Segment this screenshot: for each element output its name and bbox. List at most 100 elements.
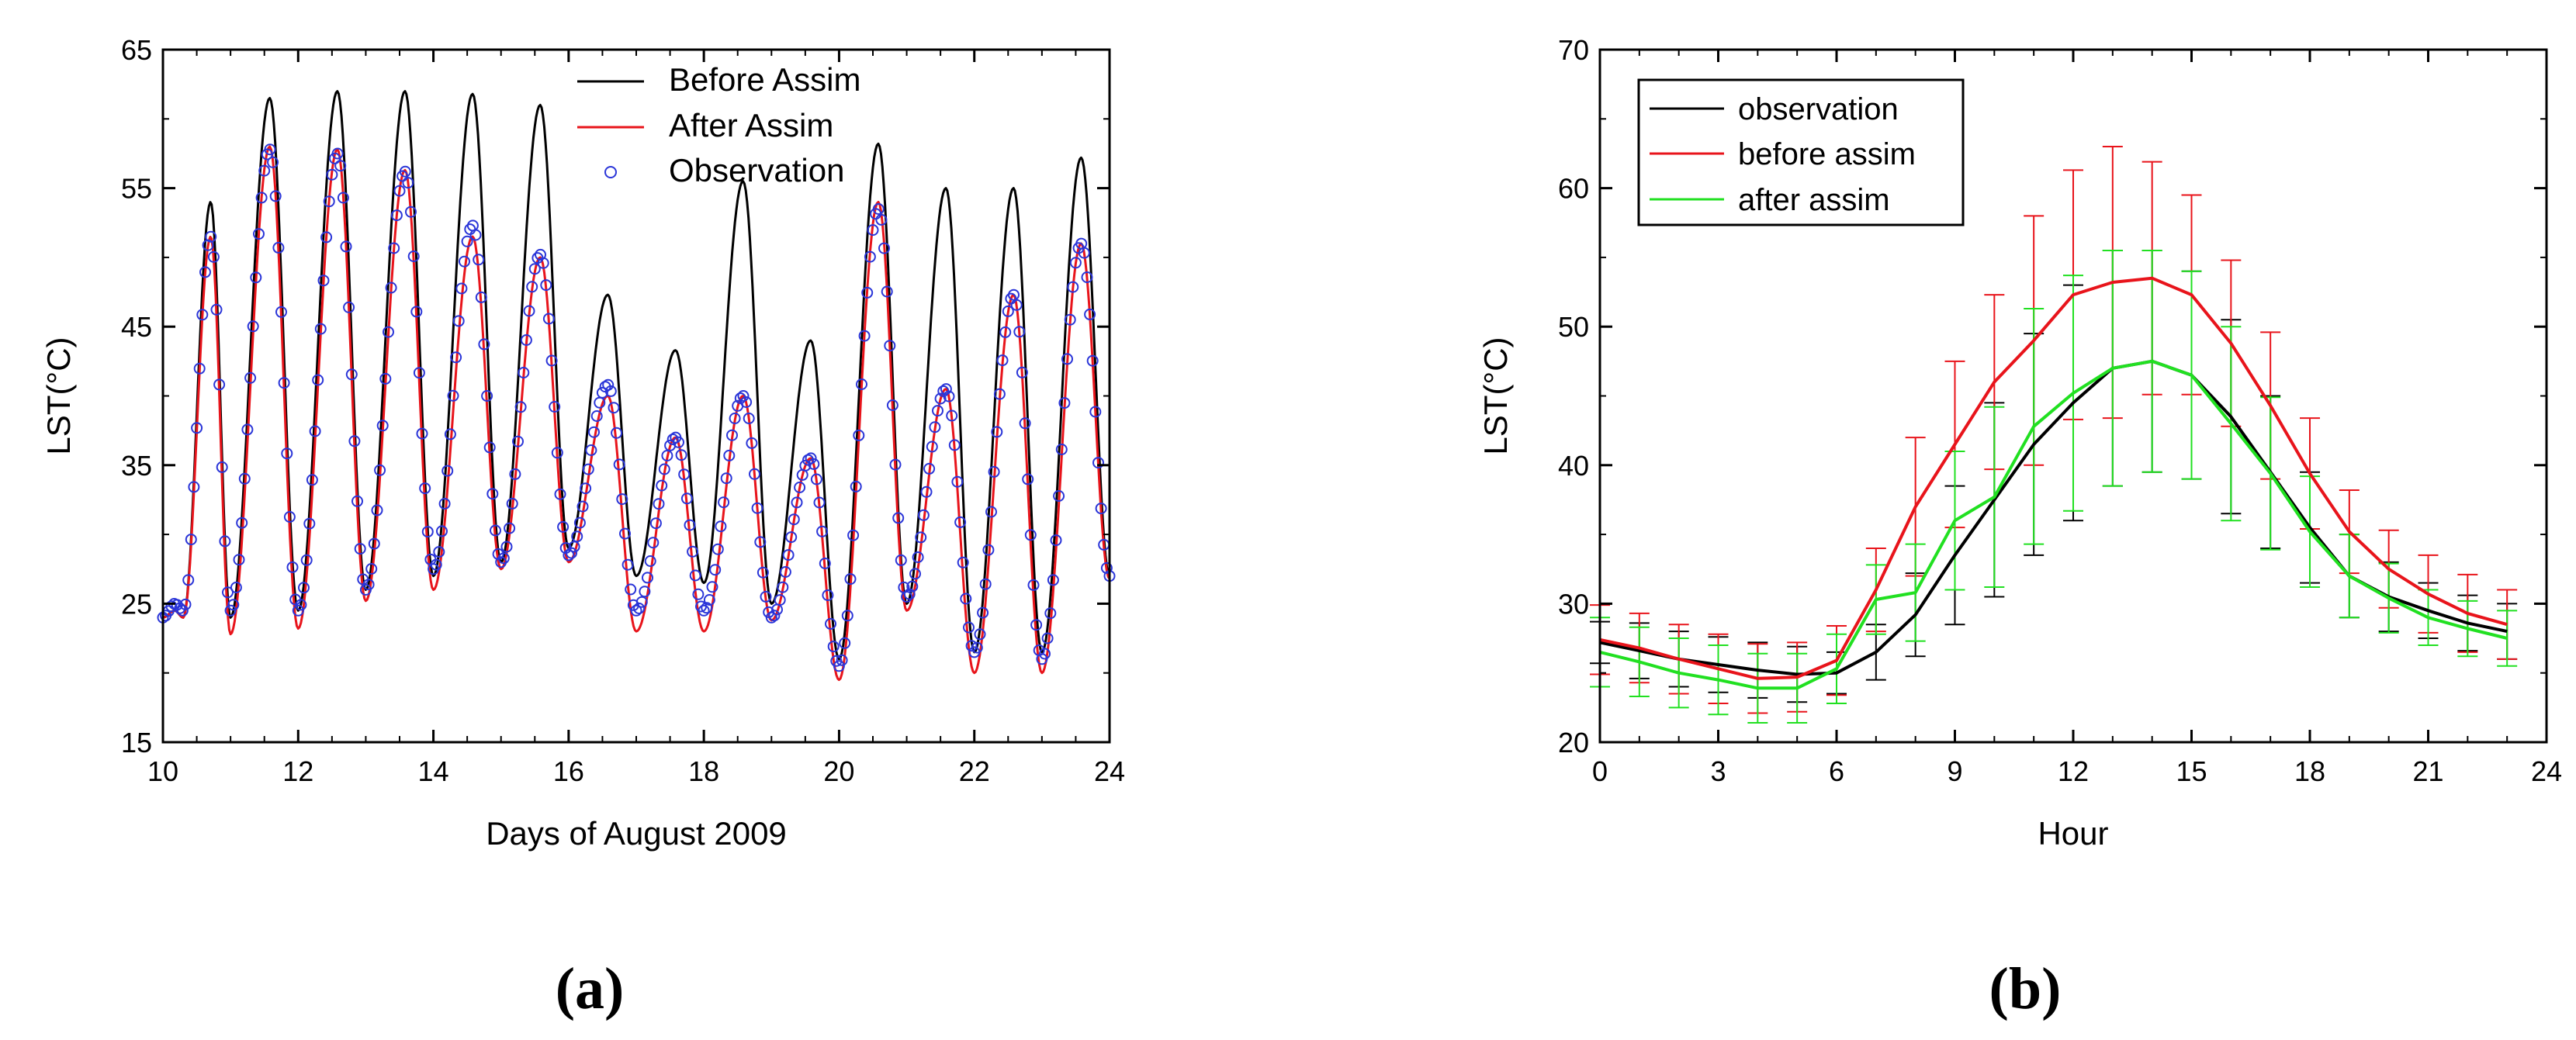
observation-point [715, 520, 727, 533]
observation-point [985, 506, 997, 518]
observation-point [774, 594, 786, 606]
observation-point [227, 599, 240, 611]
observation-point [875, 213, 888, 226]
observation-point [413, 367, 425, 379]
observation-point [765, 611, 777, 624]
observation-point [788, 513, 800, 526]
observation-point [932, 405, 943, 417]
observation-point [751, 502, 763, 514]
y-tick-label: 50 [1558, 311, 1589, 343]
observation-point [247, 320, 259, 333]
y-tick-label: 60 [1558, 173, 1589, 205]
observation-point [182, 574, 195, 586]
x-tick-label: 12 [282, 755, 313, 787]
observation-point [286, 561, 299, 573]
observation-point [176, 604, 189, 617]
observation-point [1027, 579, 1040, 591]
observation-point [233, 554, 245, 566]
observation-point [230, 582, 242, 593]
observation-point [255, 192, 268, 204]
observation-point [497, 552, 510, 565]
observation-point [371, 504, 383, 517]
x-tick-label: 14 [418, 755, 449, 787]
chart-a-legend: Before Assim After Assim Observation [577, 61, 860, 188]
observation-point [785, 531, 798, 544]
observation-point [526, 281, 538, 293]
observation-point [393, 185, 406, 197]
x-tick-label: 22 [959, 755, 990, 787]
observation-point [757, 566, 769, 579]
observation-point [740, 396, 753, 408]
legend-swatch-observation [604, 166, 617, 178]
observation-point [912, 551, 924, 563]
observation-point [906, 580, 919, 593]
observation-point [867, 224, 879, 237]
observation-point [278, 377, 290, 389]
observation-point [988, 465, 1000, 478]
panel-label-b: (b) [1989, 956, 2062, 1021]
observation-point [210, 303, 223, 316]
observation-point [886, 399, 898, 411]
x-tick-label: 24 [1094, 755, 1125, 787]
observation-point [649, 517, 662, 530]
observation-point [1061, 353, 1073, 365]
observation-point [340, 240, 352, 253]
observation-point [390, 209, 403, 222]
observation-point [573, 517, 586, 529]
observation-point [399, 165, 411, 178]
observation-point [977, 606, 989, 619]
observation-point [185, 534, 197, 546]
observation-point [954, 516, 967, 528]
observation-point [948, 439, 961, 451]
x-tick-label: 18 [2294, 755, 2325, 787]
x-tick-label: 24 [2531, 755, 2562, 787]
observation-point [884, 340, 896, 352]
observation-point [345, 368, 358, 381]
observation-point [653, 498, 665, 510]
observation-point [469, 229, 482, 241]
observation-point [889, 458, 902, 471]
observation-point [191, 422, 203, 434]
observation-point [971, 641, 983, 654]
panel-label-a: (a) [556, 956, 625, 1021]
observation-point [1092, 457, 1104, 469]
observation-point [331, 147, 344, 160]
observation-point [441, 465, 454, 477]
y-tick-label: 15 [121, 727, 152, 758]
observation-point [909, 568, 921, 580]
observation-point [1089, 406, 1102, 418]
observation-point [1022, 473, 1034, 485]
observation-point [630, 604, 642, 617]
observation-point [974, 628, 986, 641]
observation-point [946, 409, 958, 422]
observation-point [960, 593, 972, 605]
observation-point [416, 427, 428, 440]
observation-point [729, 413, 741, 424]
observation-point [661, 450, 673, 461]
observation-point [436, 525, 448, 537]
chart-b-line-after-assim [1599, 359, 2508, 690]
observation-point [777, 581, 789, 593]
x-tick-label: 18 [688, 755, 719, 787]
chart-b-series-group [1590, 146, 2518, 724]
observation-point [712, 543, 724, 555]
observation-point [306, 474, 318, 486]
observation-point [419, 482, 431, 495]
observation-point [920, 485, 933, 498]
observation-point [264, 143, 276, 156]
observation-point [619, 527, 631, 540]
observation-point [455, 282, 468, 295]
observation-point [743, 413, 755, 424]
observation-point [207, 250, 220, 263]
legend-label: Observation [669, 152, 844, 188]
observation-point [934, 392, 947, 405]
observation-point [590, 410, 603, 422]
observation-point [881, 285, 893, 298]
observation-point [317, 275, 330, 287]
observation-point [309, 425, 321, 437]
observation-point [188, 481, 200, 493]
observation-point [825, 617, 836, 630]
observation-point [320, 231, 333, 244]
observation-point [351, 495, 363, 507]
